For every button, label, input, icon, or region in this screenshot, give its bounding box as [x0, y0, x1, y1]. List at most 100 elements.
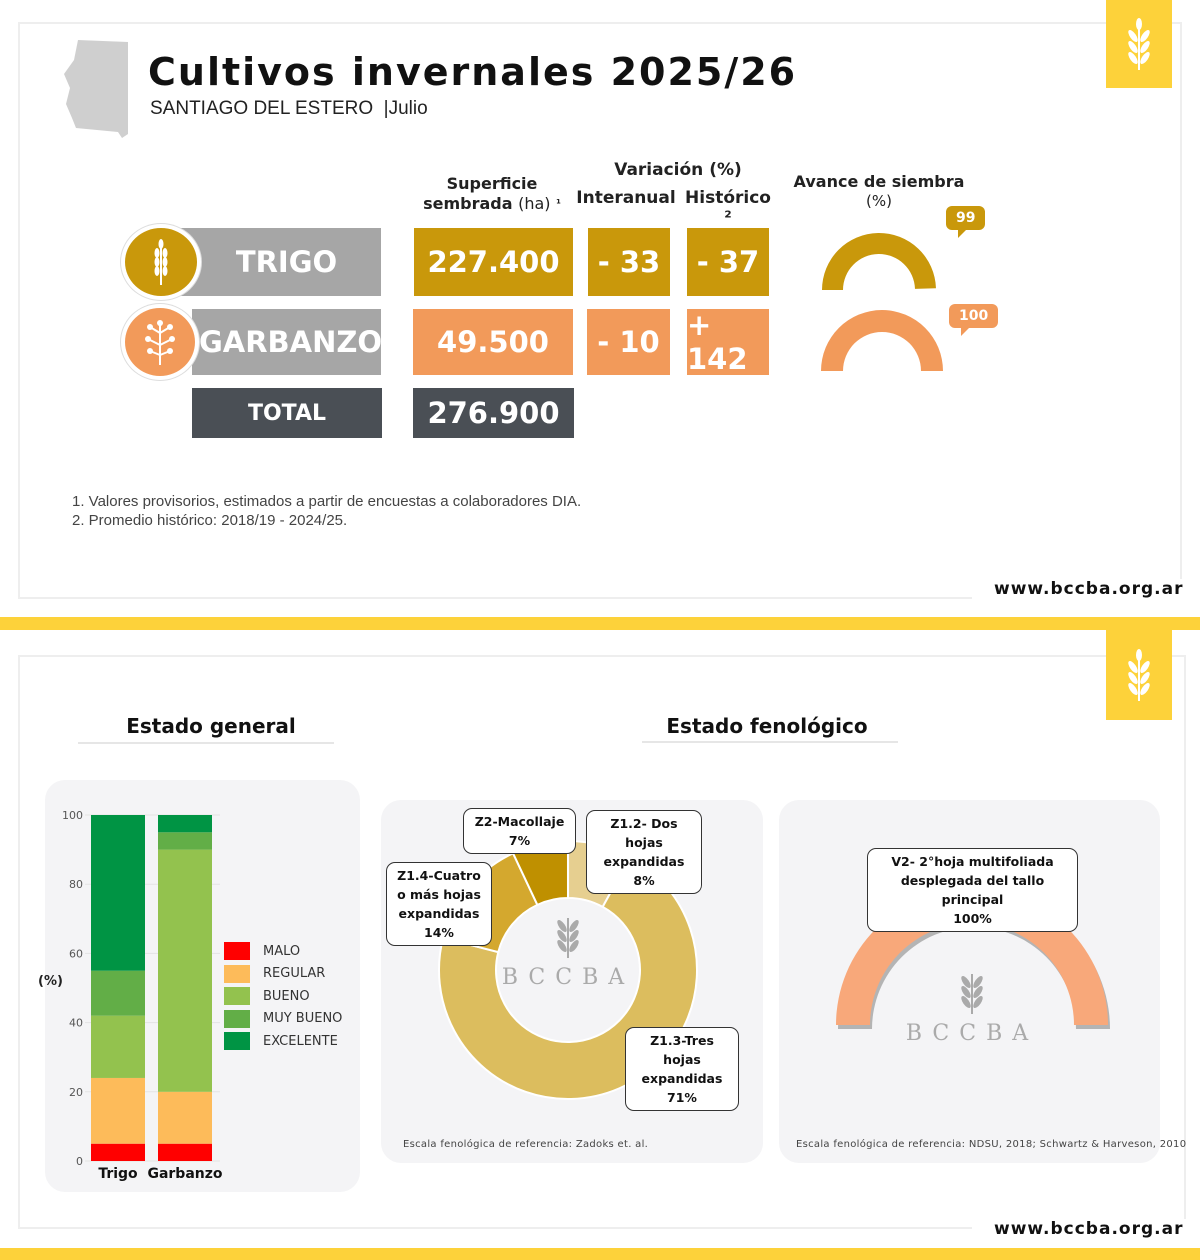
logo-leaf	[569, 920, 579, 932]
slice-name: V2- 2°hoja multifoliada desplegada del t…	[891, 854, 1054, 907]
bar-segment-malo	[158, 1143, 212, 1161]
slice-label-z14: Z1.4-Cuatro o más hojas expandidas 14%	[386, 862, 492, 946]
slice-pct: 8%	[633, 873, 655, 888]
logo-leaf	[973, 976, 983, 988]
logo-leaf	[973, 986, 983, 998]
logo-leaf	[569, 940, 579, 952]
crop-name: GARBANZO	[198, 325, 383, 359]
historico-header: Histórico ²	[685, 188, 771, 228]
garbanzo-interanual: - 10	[587, 309, 670, 375]
avance-gauges	[821, 232, 943, 371]
logo-leaf	[961, 996, 971, 1008]
superficie-header-line1: Superficie	[446, 174, 538, 193]
total-value: 276.900	[413, 388, 574, 438]
bar-segment-excelente	[91, 815, 145, 971]
logo-stem	[567, 918, 569, 958]
footnote-2: 2. Promedio histórico: 2018/19 - 2024/25…	[72, 512, 348, 529]
x-tick-label: Garbanzo	[147, 1166, 222, 1182]
divider	[78, 742, 334, 744]
trigo-superficie: 227.400	[414, 228, 573, 296]
x-tick-label: Trigo	[98, 1166, 138, 1182]
yellow-footer-band	[0, 1248, 1200, 1260]
bar-segment-excelente	[158, 815, 212, 833]
logo-stem	[971, 974, 973, 1014]
legend-label: REGULAR	[263, 966, 326, 982]
bccba-logo-text: BCCBA	[906, 1021, 1038, 1046]
logo-leaf	[569, 930, 579, 942]
garbanzo-superficie: 49.500	[413, 309, 573, 375]
slice-label-v2: V2- 2°hoja multifoliada desplegada del t…	[867, 848, 1078, 932]
y-tick-label: 80	[69, 878, 83, 891]
legend-item: EXCELENTE	[224, 1030, 342, 1053]
legend-item: BUENO	[224, 985, 342, 1008]
bar-segment-regular	[158, 1091, 212, 1144]
legend-swatch	[224, 1032, 250, 1051]
slice-pct: 7%	[508, 833, 531, 848]
logo-leaf	[557, 930, 567, 942]
legend-swatch	[224, 942, 250, 961]
slice-label-z13: Z1.3-Tres hojas expandidas 71%	[625, 1027, 739, 1111]
chart-legend: MALO REGULAR BUENO MUY BUENO EXCELENTE	[224, 940, 342, 1053]
bccba-logo-text: BCCBA	[502, 965, 634, 990]
legend-swatch	[224, 964, 250, 983]
legend-label: BUENO	[263, 988, 310, 1004]
estado-general-chart: 0 20 40 60 80 100 Trigo Garbanzo	[62, 809, 223, 1182]
variacion-header: Variación (%)	[614, 160, 742, 180]
crop-name: TRIGO	[235, 245, 338, 279]
y-tick-label: 60	[69, 947, 83, 960]
trigo-historico: - 37	[687, 228, 769, 296]
trigo-interanual: - 33	[588, 228, 670, 296]
y-axis-label: (%)	[38, 974, 63, 989]
y-tick-label: 0	[76, 1155, 83, 1168]
garbanzo-avance-bubble: 100	[949, 304, 999, 336]
garbanzo-historico: + 142	[687, 308, 769, 376]
legend-item: REGULAR	[224, 963, 342, 986]
bar-segment-malo	[91, 1143, 145, 1161]
y-tick-label: 20	[69, 1086, 83, 1099]
avance-header: Avance de siembra	[793, 172, 965, 191]
logo-leaf	[557, 940, 567, 952]
slice-pct: 100%	[953, 911, 992, 926]
slice-pct: 71%	[667, 1090, 697, 1105]
reference-note: Escala fenológica de referencia: Zadoks …	[403, 1139, 649, 1150]
wheat-logo-icon	[1126, 649, 1152, 701]
slice-label-z2: Z2-Macollaje 7%	[463, 808, 576, 854]
superficie-unit: (ha)	[518, 194, 551, 213]
superficie-note-ref: ¹	[556, 197, 561, 210]
crop-label-garbanzo: GARBANZO	[192, 309, 383, 375]
bar-segment-bueno	[158, 849, 212, 1092]
total-label: TOTAL	[192, 388, 382, 438]
legend-swatch	[224, 1009, 250, 1028]
y-tick-label: 100	[62, 809, 83, 822]
slice-pct: 14%	[424, 925, 454, 940]
legend-item: MUY BUENO	[224, 1008, 342, 1031]
wheat-logo-icon	[1126, 18, 1152, 70]
summary-panel	[18, 22, 1182, 599]
garbanzo-icon-badge	[121, 304, 199, 380]
slice-name: Z1.4-Cuatro o más hojas expandidas	[397, 868, 481, 921]
status-panel	[18, 655, 1186, 1229]
website-link[interactable]: www.bccba.org.ar	[972, 579, 1198, 599]
avance-gauge-trigo	[822, 232, 936, 290]
trigo-icon-badge	[121, 224, 201, 300]
estado-fenologico-title: Estado fenológico	[666, 714, 868, 738]
bar-segment-regular	[91, 1077, 145, 1144]
page-title: Cultivos invernales 2025/26	[148, 50, 798, 94]
logo-leaf	[557, 920, 567, 932]
superficie-header: Superficie sembrada (ha) ¹	[412, 174, 572, 214]
legend-item: MALO	[224, 940, 342, 963]
legend-label: MALO	[263, 943, 301, 959]
slice-name: Z1.3-Tres hojas expandidas	[641, 1033, 723, 1086]
brand-tab	[1106, 630, 1172, 720]
avance-gauge-garbanzo	[821, 310, 943, 371]
interanual-header: Interanual	[576, 188, 676, 208]
slice-name: Z1.2- Dos hojas expandidas	[603, 816, 685, 869]
superficie-label: sembrada	[423, 194, 513, 213]
legend-label: MUY BUENO	[263, 1011, 343, 1027]
footnotes: 1. Valores provisorios, estimados a part…	[72, 492, 581, 530]
crop-label-trigo: TRIGO	[180, 228, 381, 296]
slice-name: Z2-Macollaje	[474, 814, 565, 829]
footnote-1: 1. Valores provisorios, estimados a part…	[72, 493, 582, 510]
reference-note: Escala fenológica de referencia: NDSU, 2…	[796, 1139, 1187, 1150]
website-link[interactable]: www.bccba.org.ar	[972, 1219, 1198, 1239]
